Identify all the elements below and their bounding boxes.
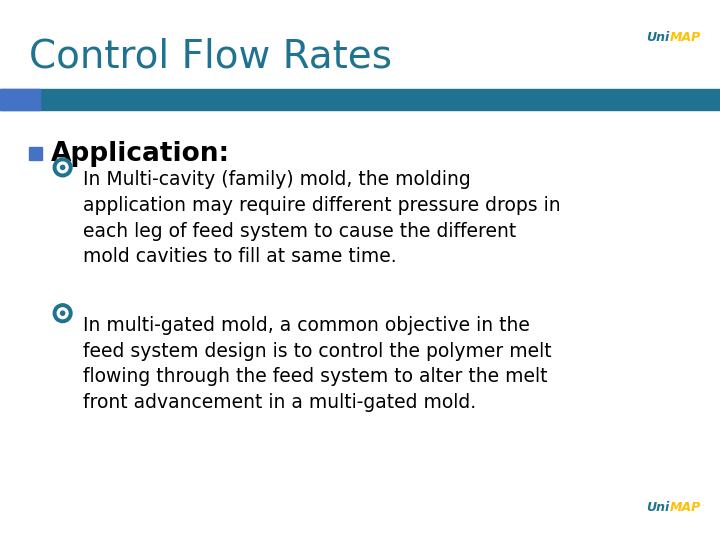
Text: In Multi-cavity (family) mold, the molding
application may require different pre: In Multi-cavity (family) mold, the moldi… [83, 170, 560, 266]
Text: MAP: MAP [670, 31, 701, 44]
Ellipse shape [60, 310, 66, 316]
Bar [0, 89, 720, 110]
Text: Application:: Application: [50, 141, 230, 167]
Text: Uni: Uni [647, 501, 670, 514]
Ellipse shape [60, 165, 66, 170]
Ellipse shape [57, 307, 68, 319]
Ellipse shape [53, 158, 72, 177]
Bar [29, 147, 42, 160]
Text: In multi-gated mold, a common objective in the
feed system design is to control : In multi-gated mold, a common objective … [83, 316, 552, 412]
Ellipse shape [57, 161, 68, 173]
Text: MAP: MAP [670, 501, 701, 514]
Ellipse shape [53, 304, 72, 322]
Text: Uni: Uni [647, 31, 670, 44]
Bar [0, 89, 40, 110]
Text: Control Flow Rates: Control Flow Rates [29, 38, 392, 76]
